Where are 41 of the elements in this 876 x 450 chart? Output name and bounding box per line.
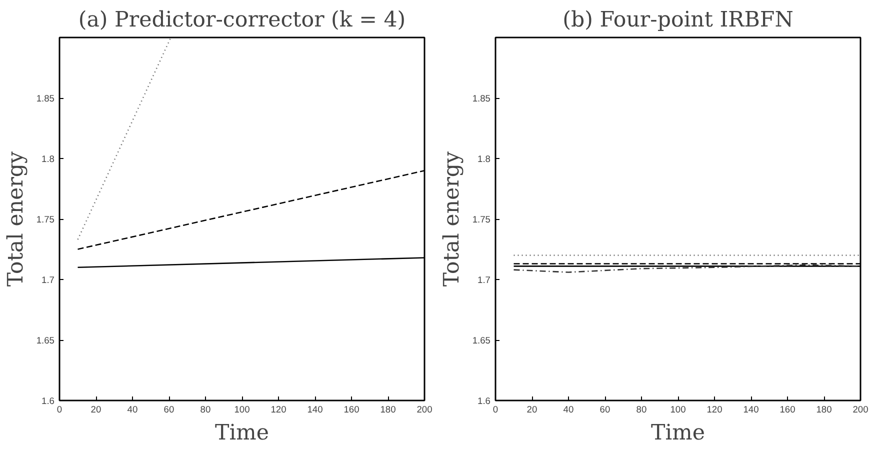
- y-tick-label: 1.85: [472, 94, 490, 104]
- y-tick-label: 1.6: [42, 396, 54, 406]
- y-tick-label: 1.7: [42, 275, 54, 285]
- x-tick-label: 60: [600, 404, 610, 414]
- y-tick-label: 1.8: [478, 154, 490, 164]
- x-tick-label: 120: [270, 404, 286, 414]
- y-tick-label: 1.7: [478, 275, 490, 285]
- x-tick-label: 120: [706, 404, 722, 414]
- y-axis-title: Total energy: [439, 151, 464, 287]
- x-tick-label: 20: [90, 404, 102, 414]
- x-tick-label: 180: [380, 404, 396, 414]
- x-tick-label: 40: [563, 404, 574, 414]
- y-tick-label: 1.65: [36, 336, 54, 346]
- chart-title: (b) Four-point IRBFN: [562, 8, 794, 32]
- line-series: [513, 264, 860, 273]
- x-tick-label: 200: [416, 404, 432, 414]
- y-tick-label: 1.8: [42, 154, 54, 164]
- x-tick-label: 180: [816, 404, 832, 414]
- y-axis-title: Total energy: [3, 151, 28, 287]
- x-tick-label: 100: [234, 404, 250, 414]
- x-axis-title: Time: [651, 420, 705, 446]
- x-tick-label: 140: [743, 404, 759, 414]
- x-tick-label: 200: [852, 404, 868, 414]
- x-tick-label: 0: [56, 404, 62, 414]
- y-tick-label: 1.75: [36, 214, 54, 224]
- y-tick-label: 1.65: [472, 336, 490, 346]
- x-tick-label: 80: [636, 404, 647, 414]
- x-tick-label: 0: [492, 404, 498, 414]
- y-tick-label: 1.85: [36, 94, 54, 104]
- chart-title: (a) Predictor-corrector (k = 4): [78, 8, 406, 32]
- x-tick-label: 80: [200, 404, 211, 414]
- x-tick-label: 140: [307, 404, 323, 414]
- x-tick-label: 40: [127, 404, 138, 414]
- y-tick-label: 1.75: [472, 214, 490, 224]
- x-tick-label: 60: [164, 404, 174, 414]
- x-tick-label: 160: [780, 404, 796, 414]
- x-axis-title: Time: [215, 420, 269, 446]
- x-tick-label: 160: [344, 404, 360, 414]
- x-tick-label: 20: [526, 404, 538, 414]
- y-tick-label: 1.6: [478, 396, 490, 406]
- x-tick-label: 100: [670, 404, 686, 414]
